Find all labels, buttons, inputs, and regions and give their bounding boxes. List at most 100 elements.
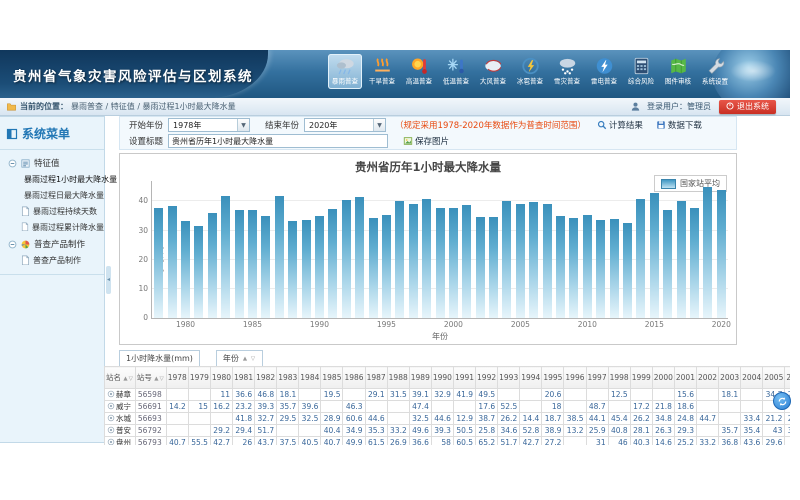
value-cell xyxy=(365,401,387,413)
col-year-1986[interactable]: 1986 xyxy=(343,367,365,389)
sidebar-group-0[interactable]: 特征值 xyxy=(0,154,104,171)
col-year-1978[interactable]: 1978 xyxy=(166,367,188,389)
value-cell: 26.2 xyxy=(498,413,520,425)
value-cell: 29.5 xyxy=(277,413,299,425)
toolbar-item-lightning[interactable]: 雷电普查 xyxy=(587,54,621,89)
table-row[interactable]: 水城5669341.832.729.532.528.960.644.632.54… xyxy=(105,413,791,425)
toolbar-item-wind[interactable]: 大风普查 xyxy=(476,54,510,89)
col-year-1999[interactable]: 1999 xyxy=(630,367,652,389)
end-year-select[interactable]: 2020年 ▼ xyxy=(304,118,386,132)
value-cell xyxy=(520,401,542,413)
col-year-1990[interactable]: 1990 xyxy=(431,367,453,389)
station-name[interactable]: 赫章 xyxy=(105,389,136,401)
value-cell: 60.6 xyxy=(343,413,365,425)
col-year-1980[interactable]: 1980 xyxy=(210,367,232,389)
station-id: 56691 xyxy=(135,401,166,413)
station-name[interactable]: 威宁 xyxy=(105,401,136,413)
snow-icon xyxy=(556,56,579,76)
table-row[interactable]: 威宁5669114.21516.223.239.335.739.646.347.… xyxy=(105,401,791,413)
y-tick-label: 30 xyxy=(128,226,148,235)
col-station[interactable]: 站名 ▲▽ xyxy=(105,367,136,389)
toolbar-item-drought[interactable]: 干旱普查 xyxy=(365,54,399,89)
col-year-1991[interactable]: 1991 xyxy=(453,367,475,389)
calculate-button[interactable]: 计算结果 xyxy=(597,119,643,131)
station-data-table[interactable]: 站名 ▲▽站号 ▲▽197819791980198119821983198419… xyxy=(104,366,790,445)
logout-button[interactable]: 退出系统 xyxy=(719,100,776,114)
station-name[interactable]: 普安 xyxy=(105,425,136,437)
col-year-2002[interactable]: 2002 xyxy=(696,367,718,389)
col-year-2001[interactable]: 2001 xyxy=(674,367,696,389)
col-year-1989[interactable]: 1989 xyxy=(409,367,431,389)
col-year-1998[interactable]: 1998 xyxy=(608,367,630,389)
value-cell: 15.6 xyxy=(674,389,696,401)
col-year-1995[interactable]: 1995 xyxy=(542,367,564,389)
value-cell xyxy=(498,389,520,401)
col-year-1983[interactable]: 1983 xyxy=(277,367,299,389)
breadcrumb[interactable]: 暴雨普查 / 特征值 / 暴雨过程1小时最大降水量 xyxy=(71,101,236,112)
col-year-1994[interactable]: 1994 xyxy=(520,367,542,389)
sort-icons[interactable]: ▲▽ xyxy=(123,376,133,382)
col-year-1992[interactable]: 1992 xyxy=(476,367,498,389)
value-cell xyxy=(210,413,232,425)
col-year-1996[interactable]: 1996 xyxy=(564,367,586,389)
toolbar-item-cold[interactable]: 低温普查 xyxy=(439,54,473,89)
toolbar-item-calculator[interactable]: 综合风险 xyxy=(624,54,658,89)
sidebar-item[interactable]: 普查产品制作 xyxy=(0,252,104,268)
toolbar-item-map[interactable]: 图件审核 xyxy=(661,54,695,89)
col-year-1981[interactable]: 1981 xyxy=(233,367,255,389)
sidebar-item[interactable]: 暴雨过程1小时最大降水量 xyxy=(0,171,104,187)
col-year-1984[interactable]: 1984 xyxy=(299,367,321,389)
value-cell: 65.2 xyxy=(476,437,498,446)
sort-icons[interactable]: ▲▽ xyxy=(154,376,164,382)
col-year-2004[interactable]: 2004 xyxy=(741,367,763,389)
chevron-down-icon: ▼ xyxy=(373,119,385,131)
col-year-1993[interactable]: 1993 xyxy=(498,367,520,389)
refresh-float-button[interactable] xyxy=(773,392,791,410)
station-name[interactable]: 盘州 xyxy=(105,437,136,446)
col-year-1979[interactable]: 1979 xyxy=(188,367,210,389)
table-row[interactable]: 赫章565981136.646.818.119.529.131.539.132.… xyxy=(105,389,791,401)
toolbar-item-heat[interactable]: 高温普查 xyxy=(402,54,436,89)
value-cell: 26.2 xyxy=(630,413,652,425)
sidebar-item[interactable]: 暴雨过程持续天数 xyxy=(0,203,104,219)
toolbar-item-snow[interactable]: 雪灾普查 xyxy=(550,54,584,89)
toolbar-item-rain[interactable]: 暴雨普查 xyxy=(328,54,362,89)
toolbar-item-wrench[interactable]: 系统设置 xyxy=(698,54,732,89)
bar-1986 xyxy=(261,216,270,318)
station-name[interactable]: 水城 xyxy=(105,413,136,425)
col-year-2000[interactable]: 2000 xyxy=(652,367,674,389)
save-image-button[interactable]: 保存图片 xyxy=(403,135,449,147)
collapse-handle[interactable]: ◂ xyxy=(106,266,111,294)
table-row[interactable]: 盘州5679340.755.542.72643.737.540.540.749.… xyxy=(105,437,791,446)
value-cell: 33.2 xyxy=(696,437,718,446)
col-year-2003[interactable]: 2003 xyxy=(719,367,741,389)
value-cell: 29.4 xyxy=(233,425,255,437)
sidebar-item[interactable]: 暴雨过程累计降水量 xyxy=(0,219,104,235)
menu-icon xyxy=(6,128,18,140)
year-sort-control[interactable]: 年份 ▲ ▽ xyxy=(216,350,263,367)
sidebar-item[interactable]: 暴雨过程日最大降水量 xyxy=(0,187,104,203)
table-row[interactable]: 普安5679229.229.451.740.434.935.333.249.63… xyxy=(105,425,791,437)
screen: 贵州省气象灾害风险评估与区划系统 暴雨普查干旱普查高温普查低温普查大风普查冰雹普… xyxy=(0,0,800,500)
download-button[interactable]: 数据下载 xyxy=(656,119,702,131)
col-year-1988[interactable]: 1988 xyxy=(387,367,409,389)
col-year-1987[interactable]: 1987 xyxy=(365,367,387,389)
col-year-1982[interactable]: 1982 xyxy=(255,367,277,389)
col-station-id[interactable]: 站号 ▲▽ xyxy=(135,367,166,389)
metric-select[interactable]: 1小时降水量(mm) xyxy=(119,350,200,367)
sort-icons[interactable]: ▲ ▽ xyxy=(243,356,256,362)
toolbar-item-hail[interactable]: 冰雹普查 xyxy=(513,54,547,89)
chart-title-input[interactable] xyxy=(168,134,388,148)
col-year-2005[interactable]: 2005 xyxy=(763,367,785,389)
sidebar-group-1[interactable]: 普查产品制作 xyxy=(0,235,104,252)
value-cell xyxy=(431,401,453,413)
value-cell: 44.6 xyxy=(365,413,387,425)
expand-icon[interactable] xyxy=(8,159,17,168)
value-cell: 46 xyxy=(608,437,630,446)
start-year-select[interactable]: 1978年 ▼ xyxy=(168,118,250,132)
col-year-2006[interactable]: 2006 xyxy=(785,367,790,389)
expand-icon[interactable] xyxy=(8,240,17,249)
col-year-1985[interactable]: 1985 xyxy=(321,367,343,389)
col-year-1997[interactable]: 1997 xyxy=(586,367,608,389)
bar-1994 xyxy=(369,218,378,318)
